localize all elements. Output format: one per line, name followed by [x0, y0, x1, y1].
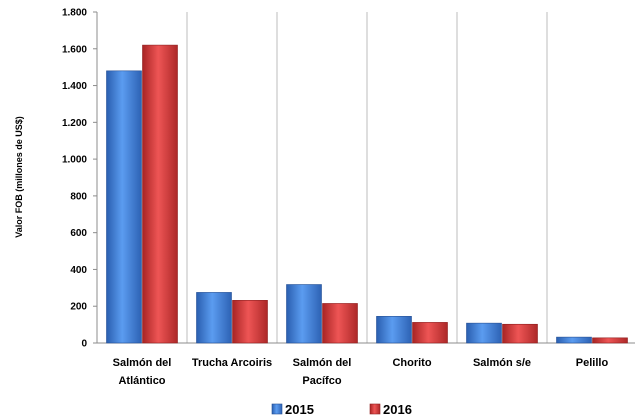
x-tick-label: Salmón s/e	[473, 357, 531, 369]
bar-2016-5	[592, 337, 628, 344]
y-tick-label: 1.200	[62, 118, 87, 129]
x-tick-label: Pacífco	[302, 375, 341, 387]
axes	[96, 12, 635, 344]
bar-2015-0	[106, 70, 142, 344]
y-tick-label: 200	[70, 302, 87, 313]
legend-swatch-2015	[271, 403, 283, 415]
y-axis-title: Valor FOB (millones de US$)	[14, 116, 24, 238]
bar-2015-4	[466, 322, 502, 344]
bar-2016-2	[322, 303, 358, 344]
x-tick-label: Salmón del	[113, 357, 172, 369]
bars	[106, 44, 628, 344]
x-tick-label: Chorito	[392, 357, 431, 369]
bar-2015-5	[556, 336, 592, 344]
bar-2015-1	[196, 292, 232, 344]
y-tick-label: 1.800	[62, 8, 87, 19]
y-tick-label: 1.600	[62, 44, 87, 55]
category-separators	[186, 12, 548, 343]
y-tick-label: 1.400	[62, 81, 87, 92]
bar-2016-1	[232, 300, 268, 344]
legend-label-2015: 2015	[285, 402, 314, 417]
bar-2016-0	[142, 44, 178, 344]
legend: 2015 2016	[271, 402, 412, 417]
x-tick-label: Trucha Arcoiris	[192, 357, 272, 369]
x-category-labels: Salmón del Atlántico Trucha Arcoiris Salmón…	[113, 357, 609, 387]
x-tick-label: Pelillo	[576, 357, 609, 369]
y-tick-label: 800	[70, 191, 87, 202]
bar-2015-3	[376, 316, 412, 344]
y-tick-label: 400	[70, 265, 87, 276]
legend-label-2016: 2016	[383, 402, 412, 417]
legend-swatch-2016	[369, 403, 381, 415]
y-tick-labels: 0 200 400 600 800 1.000 1.200 1.400 1.600 1.800	[62, 8, 97, 350]
x-tick-label: Atlántico	[118, 375, 165, 387]
bar-2015-2	[286, 284, 322, 344]
x-tick-label: Salmón del	[293, 357, 352, 369]
bar-2016-4	[502, 323, 538, 344]
bar-2016-3	[412, 322, 448, 344]
y-tick-label: 0	[81, 339, 87, 350]
y-tick-label: 1.000	[62, 155, 87, 166]
y-tick-label: 600	[70, 228, 87, 239]
